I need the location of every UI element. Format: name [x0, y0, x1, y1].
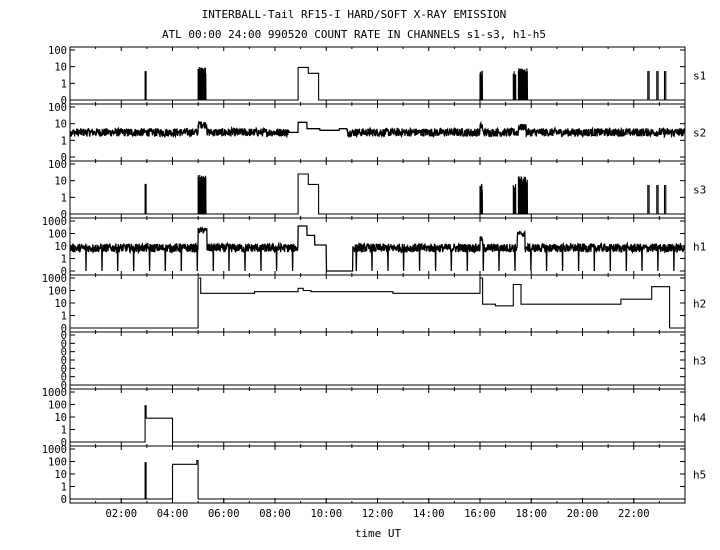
- series-line-s1: [70, 66, 685, 101]
- x-tick-label: 06:00: [208, 508, 240, 520]
- x-axis-label: time UT: [355, 527, 402, 540]
- panel-frame: [69, 388, 686, 447]
- x-tick-label: 10:00: [310, 508, 342, 520]
- series-line-h2: [70, 277, 685, 329]
- y-tick-label: 0: [61, 347, 67, 359]
- panel-frame: [69, 46, 686, 105]
- channel-label: s2: [693, 127, 706, 140]
- series-line-h4: [70, 405, 685, 443]
- y-tick-label: 1: [61, 192, 67, 204]
- channel-label: h2: [693, 298, 706, 311]
- y-tick-label: 100: [48, 400, 67, 412]
- y-tick-label: 1: [61, 425, 67, 437]
- panels-layer: 1001010s11001010s21001010s310001001010h1…: [42, 45, 707, 506]
- channel-label: h5: [693, 469, 706, 482]
- y-tick-label: 1: [61, 482, 67, 494]
- y-tick-label: 10: [54, 176, 67, 188]
- y-tick-label: 10: [54, 119, 67, 131]
- y-tick-label: 100: [48, 286, 67, 298]
- x-tick-label: 22:00: [618, 508, 650, 520]
- y-tick-label: 10: [54, 469, 67, 481]
- panel-frame: [69, 331, 686, 390]
- series-line-h5: [70, 459, 685, 500]
- y-tick-label: 1: [61, 311, 67, 323]
- y-tick-label: 1000: [42, 387, 67, 399]
- x-tick-label: 16:00: [464, 508, 496, 520]
- y-tick-label: 100: [48, 102, 67, 114]
- x-tick-label: 12:00: [362, 508, 394, 520]
- y-tick-label: 0: [61, 323, 67, 335]
- y-tick-label: 100: [48, 159, 67, 171]
- y-tick-label: 0: [61, 437, 67, 449]
- x-tick-label: 08:00: [259, 508, 291, 520]
- x-tick-label: 02:00: [105, 508, 137, 520]
- y-tick-label: 1: [61, 78, 67, 90]
- x-axis: 02:00 04:00 06:00 08:00 10:00 12:00 14:00 16:00…: [95, 47, 660, 520]
- y-tick-label: 0: [61, 209, 67, 221]
- channel-label: h1: [693, 241, 706, 254]
- y-tick-label: 0: [61, 372, 67, 384]
- y-tick-label: 0: [61, 338, 67, 350]
- chart-subtitle: ATL 00:00 24:00 990520 COUNT RATE IN CHA…: [162, 28, 546, 41]
- panel-frame: [69, 445, 686, 504]
- y-tick-label: 1: [61, 254, 67, 266]
- chart-title: INTERBALL-Tail RF15-I HARD/SOFT X-RAY EM…: [202, 8, 507, 21]
- y-tick-label: 0: [61, 330, 67, 342]
- channel-label: s1: [693, 70, 706, 83]
- y-tick-label: 100: [48, 45, 67, 57]
- y-tick-label: 100: [48, 457, 67, 469]
- y-tick-label: 1000: [42, 216, 67, 228]
- channel-label: h4: [693, 412, 707, 425]
- y-tick-label: 1000: [42, 273, 67, 285]
- y-tick-label: 10: [54, 412, 67, 424]
- x-tick-label: 18:00: [515, 508, 547, 520]
- y-tick-label: 0: [61, 95, 67, 107]
- series-line-s2: [69, 120, 686, 139]
- y-tick-label: 0: [61, 355, 67, 367]
- y-tick-label: 0: [61, 152, 67, 164]
- y-tick-label: 0: [61, 266, 67, 278]
- x-tick-label: 14:00: [413, 508, 445, 520]
- channel-label: s3: [693, 184, 706, 197]
- y-tick-label: 100: [48, 229, 67, 241]
- panel-frame: [69, 274, 686, 333]
- channel-label: h3: [693, 355, 706, 368]
- series-line-s3: [70, 173, 685, 215]
- y-tick-label: 10: [54, 241, 67, 253]
- y-tick-label: 10: [54, 298, 67, 310]
- series-line-h1: [69, 225, 686, 272]
- y-tick-label: 1000: [42, 444, 67, 456]
- panel-frame: [69, 160, 686, 219]
- y-tick-label: 0: [61, 363, 67, 375]
- x-tick-label: 04:00: [157, 508, 189, 520]
- y-tick-label: 0: [61, 380, 67, 392]
- y-tick-label: 1: [61, 135, 67, 147]
- y-tick-label: 10: [54, 62, 67, 74]
- y-tick-label: 0: [61, 494, 67, 506]
- x-tick-label: 20:00: [567, 508, 599, 520]
